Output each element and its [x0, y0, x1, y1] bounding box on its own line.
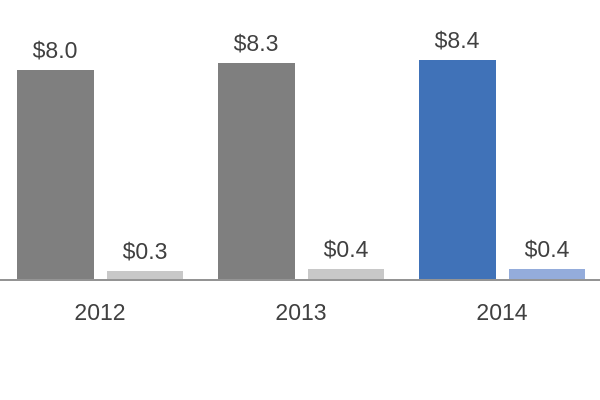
category-label-2014: 2014	[476, 299, 528, 325]
value-label-secondary-2013: $0.4	[323, 236, 369, 262]
bar-secondary-2013	[308, 269, 384, 279]
value-label-secondary-2012: $0.3	[122, 238, 168, 264]
x-axis-line	[0, 279, 600, 281]
bar-group-2014: $8.4 $0.4 2014	[419, 0, 585, 400]
category-label-2013: 2013	[275, 299, 327, 325]
category-label-2012: 2012	[74, 299, 126, 325]
bar-secondary-2014	[509, 269, 585, 279]
bar-secondary-2012	[107, 271, 183, 279]
value-label-secondary-2014: $0.4	[524, 236, 570, 262]
bar-primary-2014	[419, 60, 496, 279]
bar-group-2013: $8.3 $0.4 2013	[218, 0, 384, 400]
bar-primary-2013	[218, 63, 295, 279]
bar-group-2012: $8.0 $0.3 2012	[17, 0, 183, 400]
bar-primary-2012	[17, 70, 94, 279]
value-label-primary-2012: $8.0	[32, 37, 78, 63]
value-label-primary-2013: $8.3	[233, 30, 279, 56]
value-label-primary-2014: $8.4	[434, 27, 480, 53]
